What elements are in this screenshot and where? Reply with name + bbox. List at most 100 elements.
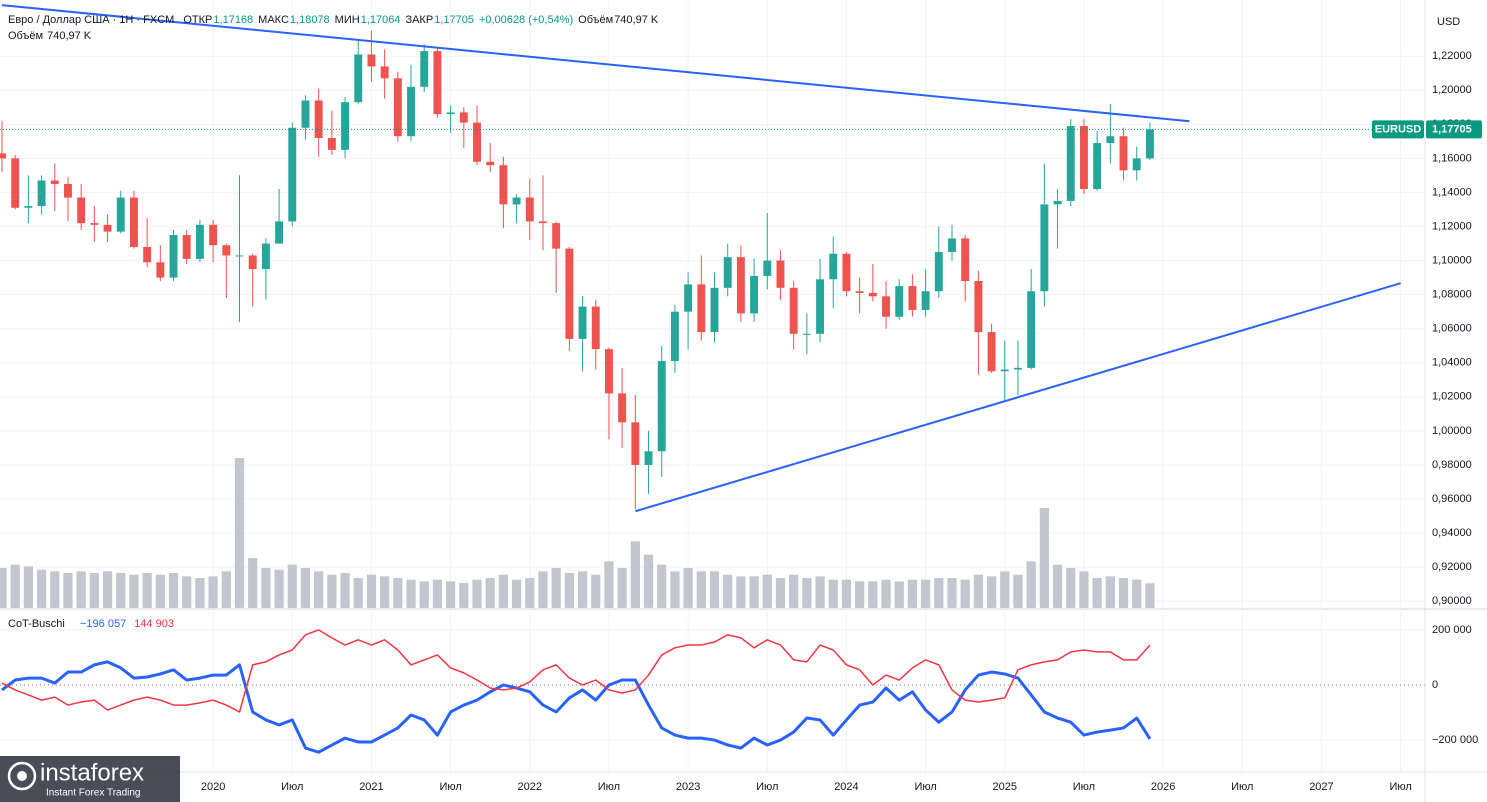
candle-body: [209, 224, 218, 246]
candle-body: [921, 291, 930, 310]
volume-bar: [287, 564, 297, 608]
candle-body: [1079, 126, 1088, 190]
candle-body: [934, 252, 943, 292]
candle-body: [842, 253, 851, 292]
x-tick-label: Июл: [281, 781, 303, 793]
candle-body: [143, 246, 152, 263]
y-tick-label: 1,00000: [1432, 425, 1472, 437]
volume-bar: [1000, 571, 1010, 608]
candle-body: [129, 197, 138, 247]
volume-bar: [696, 571, 706, 608]
volume-bar: [261, 568, 271, 608]
trendline: [1, 4, 1190, 123]
indicator-value: −196 057: [80, 618, 126, 630]
candle-body: [552, 223, 561, 249]
volume-bar: [643, 554, 654, 608]
x-tick-label: 2026: [1151, 781, 1175, 793]
candle-body: [301, 100, 310, 128]
logo-tagline: Instant Forex Trading: [46, 788, 141, 799]
plot: [0, 4, 1425, 754]
volume-bar: [168, 573, 179, 608]
candle-body: [354, 54, 363, 103]
volume-bar: [1039, 508, 1049, 608]
candle-body: [1027, 291, 1036, 368]
volume-bar: [1118, 578, 1129, 608]
candle-body: [657, 361, 666, 452]
volume-bar: [353, 578, 363, 608]
volume-bar: [89, 573, 99, 608]
volume-bar: [327, 574, 337, 608]
legend-label: МАКС: [258, 14, 289, 26]
candle-body: [1119, 136, 1128, 171]
volume-bar: [749, 576, 759, 608]
volume-bar: [485, 578, 495, 608]
legend-change: +0,00628 (+0,54%): [478, 14, 574, 26]
volume-bar: [459, 583, 469, 608]
volume-bar: [525, 578, 535, 608]
volume-bar: [709, 571, 720, 608]
y-tick-label: 1,10000: [1432, 254, 1472, 266]
volume-bar: [723, 574, 733, 608]
volume-bar: [234, 458, 245, 608]
volume-bar: [802, 578, 812, 608]
x-tick-label: 2023: [676, 781, 700, 793]
volume-bar: [551, 568, 561, 608]
volume-bar: [947, 578, 957, 608]
volume-bar: [102, 571, 113, 608]
volume-bar: [1013, 574, 1023, 608]
candle-body: [948, 238, 956, 253]
x-tick-label: Июл: [914, 781, 936, 793]
candle-body: [525, 197, 534, 222]
volume-bar: [1052, 564, 1063, 608]
candle-body: [855, 291, 864, 293]
volume-bar: [973, 574, 984, 608]
candle-body: [37, 180, 46, 207]
candle-body: [261, 243, 270, 270]
candle-body: [868, 292, 877, 297]
y-tick-label: −200 000: [1432, 734, 1478, 746]
candle-body: [156, 262, 165, 278]
x-tick-label: 2021: [359, 781, 383, 793]
volume-bar: [894, 581, 904, 608]
volume-bar: [577, 571, 588, 608]
volume-bar: [182, 576, 192, 608]
volume-bar: [340, 573, 350, 608]
volume-bar: [1132, 579, 1142, 608]
candle-body: [275, 221, 284, 244]
candle-body: [631, 422, 640, 465]
candle-body: [64, 183, 72, 198]
volume-bar: [380, 576, 390, 608]
price-tag: [1426, 120, 1482, 139]
candle-body: [341, 102, 350, 150]
x-tick-label: Июл: [439, 781, 461, 793]
volume-bar: [63, 573, 73, 608]
symbol-tag: [1372, 120, 1424, 139]
volume-bar: [670, 571, 680, 608]
candle-body: [1014, 367, 1022, 370]
candle-body: [235, 255, 244, 257]
candle-body: [670, 311, 679, 362]
candle-body: [974, 281, 983, 333]
legend-value: 1,17705: [434, 14, 474, 26]
volume-bar: [762, 574, 772, 608]
candle-body: [591, 306, 600, 350]
volume-bar: [736, 576, 746, 608]
volume-bar: [828, 579, 838, 608]
candle-body: [895, 286, 904, 317]
candle-body: [103, 224, 112, 232]
candle-body: [961, 238, 970, 282]
volume-bar: [920, 579, 931, 608]
candle-body: [50, 180, 59, 184]
volume-bar: [1079, 571, 1089, 608]
legend-label: Объём: [578, 14, 614, 26]
volume-bar: [1026, 561, 1036, 608]
volume-bar: [274, 569, 284, 608]
volume-bar: [1066, 568, 1076, 608]
volume-label: Объём: [8, 30, 44, 42]
candle-body: [1000, 369, 1009, 372]
y-tick-label: 0,90000: [1432, 595, 1472, 607]
candle-body: [77, 197, 86, 224]
volume-bar: [314, 571, 324, 608]
